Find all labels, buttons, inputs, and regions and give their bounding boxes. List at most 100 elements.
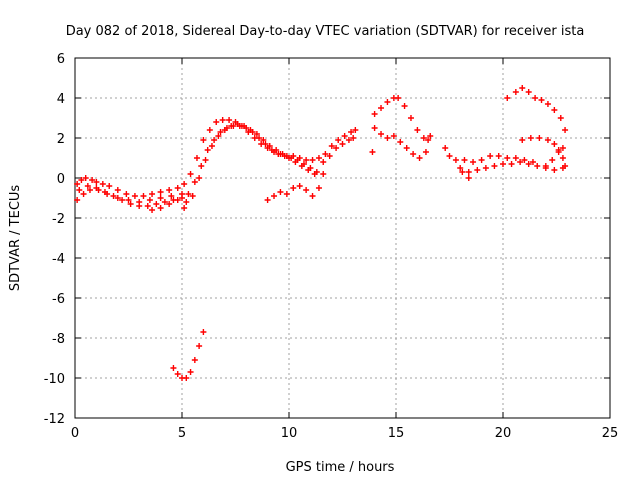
data-point — [157, 189, 164, 195]
data-point — [551, 167, 558, 173]
data-point — [348, 129, 355, 135]
data-point — [414, 127, 421, 133]
x-tick-label: 25 — [602, 426, 619, 441]
data-point — [384, 135, 391, 141]
data-point — [183, 199, 190, 205]
data-point — [181, 181, 188, 187]
data-point — [110, 193, 117, 199]
data-point — [271, 193, 278, 199]
data-point — [350, 135, 357, 141]
data-point — [465, 175, 472, 181]
data-point — [474, 167, 481, 173]
data-point — [183, 375, 190, 381]
data-point — [559, 145, 566, 151]
data-point — [114, 195, 121, 201]
data-point — [410, 151, 417, 157]
data-point — [185, 191, 192, 197]
data-point — [256, 135, 263, 141]
data-point — [562, 127, 569, 133]
data-point — [140, 193, 147, 199]
series-arc-1d — [149, 197, 188, 213]
data-point — [512, 89, 519, 95]
series-arc-6 — [371, 95, 432, 143]
series-arc-4 — [322, 127, 359, 157]
grid-lines — [75, 58, 610, 418]
data-point — [247, 127, 254, 133]
series-arc-10 — [504, 85, 569, 133]
y-axis-label: SDTVAR / TECUs — [8, 185, 23, 292]
data-point — [149, 191, 156, 197]
data-point — [106, 183, 113, 189]
data-point — [519, 137, 526, 143]
data-point — [452, 157, 459, 163]
data-point — [371, 111, 378, 117]
data-point — [298, 163, 305, 169]
data-point — [286, 155, 292, 161]
data-point — [157, 205, 164, 211]
data-point — [397, 139, 404, 145]
data-point — [74, 197, 81, 203]
data-point — [131, 193, 138, 199]
data-point — [457, 165, 464, 171]
plot-frame — [74, 57, 611, 419]
data-point — [93, 179, 100, 185]
data-point — [136, 199, 143, 205]
data-point — [95, 187, 102, 193]
series-arc-8 — [457, 159, 558, 175]
data-point — [371, 125, 378, 131]
x-tick-label: 5 — [178, 426, 186, 441]
data-point — [215, 133, 222, 139]
data-point — [345, 137, 352, 143]
axis-ticks — [74, 57, 611, 419]
data-point — [339, 141, 346, 147]
data-point — [168, 193, 175, 199]
series-arc-7 — [371, 125, 434, 161]
data-points — [74, 85, 569, 381]
data-point — [127, 201, 134, 207]
data-point — [296, 183, 303, 189]
data-point — [123, 191, 130, 197]
data-point — [125, 197, 132, 203]
data-point — [527, 135, 534, 141]
series-arc-12 — [542, 145, 566, 169]
data-point — [187, 369, 194, 375]
data-point — [283, 191, 290, 197]
x-tick-label: 15 — [388, 426, 405, 441]
data-point — [204, 147, 211, 153]
data-point — [311, 171, 318, 177]
data-point — [279, 151, 286, 157]
data-point — [80, 191, 87, 197]
data-point — [335, 137, 342, 143]
data-point — [76, 187, 83, 193]
y-tick-label: -6 — [52, 292, 65, 307]
data-point — [557, 115, 564, 121]
data-point — [170, 365, 177, 371]
series-arc-1c — [76, 121, 318, 205]
data-point — [465, 169, 472, 175]
data-point — [326, 153, 333, 159]
data-point — [266, 143, 273, 149]
data-point — [144, 203, 151, 209]
data-point — [174, 185, 181, 191]
data-point — [260, 137, 267, 143]
data-point — [482, 165, 489, 171]
data-point — [208, 143, 215, 149]
data-point — [234, 121, 241, 127]
series-arc-11 — [519, 135, 566, 161]
data-point — [161, 199, 168, 205]
y-tick-label: -2 — [52, 212, 65, 227]
data-point — [529, 159, 536, 165]
data-point — [407, 115, 414, 121]
data-point — [174, 197, 181, 203]
data-point — [551, 141, 558, 147]
data-point — [221, 127, 228, 133]
data-point — [292, 159, 299, 165]
y-tick-label: -12 — [44, 412, 65, 427]
data-point — [315, 155, 322, 161]
data-point — [226, 117, 233, 123]
data-point — [149, 207, 156, 213]
data-point — [555, 149, 562, 155]
data-point — [525, 161, 532, 167]
data-point — [333, 145, 340, 151]
